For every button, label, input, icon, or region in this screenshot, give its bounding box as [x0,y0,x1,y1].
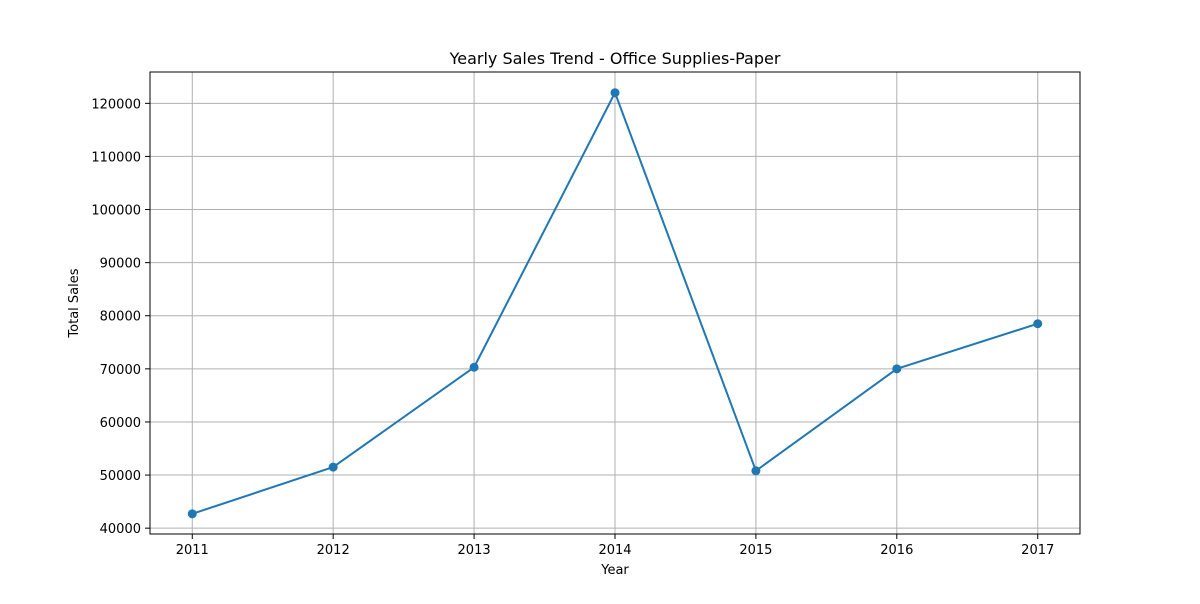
x-tick-label: 2013 [458,543,491,558]
x-tick-label: 2011 [176,543,209,558]
y-tick-label: 50000 [100,469,141,484]
y-tick-label: 100000 [91,204,141,219]
y-tick-label: 80000 [100,310,141,325]
x-axis-label: Year [600,563,629,578]
chart-title: Yearly Sales Trend - Office Supplies-Pap… [449,49,781,68]
axis-ticks: 2011 2012 2013 2014 2015 2016 2017 40000 50000 60… [91,97,1054,558]
x-tick-label: 2014 [598,543,631,558]
x-tick-label: 2017 [1021,543,1054,558]
data-point [469,362,479,372]
x-tick-label: 2015 [739,543,772,558]
y-tick-label: 40000 [100,522,141,537]
y-tick-label: 90000 [100,257,141,272]
grid-lines [150,72,1080,534]
y-axis-label: Total Sales [67,268,82,338]
y-tick-label: 60000 [100,416,141,431]
x-tick-label: 2012 [317,543,350,558]
y-tick-label: 110000 [91,150,141,165]
data-point [892,364,902,374]
y-tick-label: 70000 [100,363,141,378]
data-point [610,88,620,98]
data-point [1033,319,1043,329]
data-series [187,88,1043,519]
data-point [328,462,338,472]
data-point [187,509,197,519]
data-point [751,466,761,476]
x-tick-label: 2016 [880,543,913,558]
y-tick-label: 120000 [91,97,141,112]
